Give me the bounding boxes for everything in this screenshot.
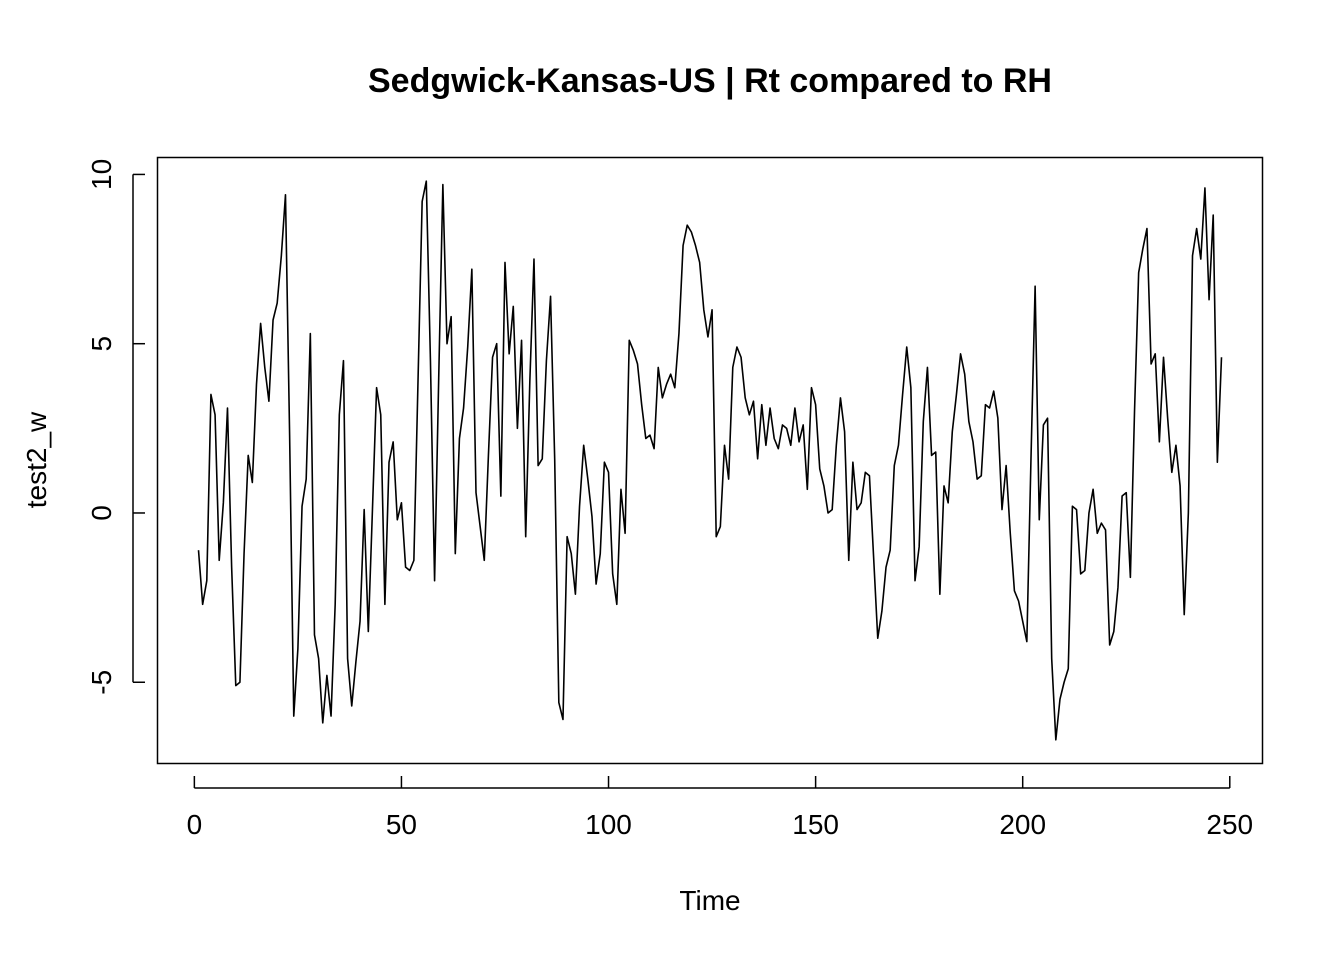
plot-frame xyxy=(156,156,1264,765)
x-tick-label: 0 xyxy=(187,809,203,840)
series-line xyxy=(197,180,1223,741)
x-tick-label: 250 xyxy=(1206,809,1253,840)
y-tick-label: -5 xyxy=(86,670,117,695)
y-axis-label: test2_w xyxy=(21,411,52,508)
x-tick-label: 200 xyxy=(999,809,1046,840)
y-axis: -5 0 5 10 xyxy=(86,159,145,695)
x-tick-label: 150 xyxy=(792,809,839,840)
y-tick-label: 5 xyxy=(86,336,117,352)
series-layer xyxy=(197,180,1223,741)
x-axis-label: Time xyxy=(679,885,740,916)
chart-title: Sedgwick-Kansas-US | Rt compared to RH xyxy=(368,62,1052,100)
x-tick-label: 50 xyxy=(386,809,417,840)
y-tick-label: 10 xyxy=(86,159,117,190)
x-tick-label: 100 xyxy=(585,809,632,840)
x-axis: 0 50 100 150 200 250 xyxy=(187,776,1253,840)
y-tick-label: 0 xyxy=(86,505,117,521)
